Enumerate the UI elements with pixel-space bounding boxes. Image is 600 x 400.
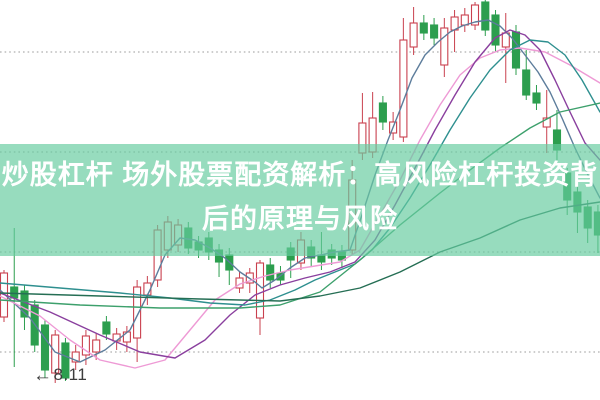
candle-body (532, 92, 541, 104)
left-arrow-icon: ← (33, 364, 53, 386)
candle-body (266, 264, 275, 281)
candle-body (61, 342, 70, 379)
candle-body (317, 254, 326, 263)
candle-body (92, 339, 101, 353)
candle-body (122, 331, 131, 343)
candle-body (81, 335, 90, 356)
candle-body (133, 286, 142, 339)
candle-body (419, 22, 428, 34)
candle-body (40, 324, 50, 371)
headline-line-1: 炒股杠杆 场外股票配资解析：高风险杠杆投资背 (1, 160, 599, 190)
candle-body (470, 4, 480, 26)
low-price-label: 8.11 (53, 365, 88, 384)
candle-body (409, 22, 418, 48)
candle-body (491, 14, 500, 46)
candle-body (440, 27, 449, 66)
candle-body (378, 102, 387, 123)
candle-body (10, 286, 19, 299)
candle-body (276, 272, 285, 281)
candle-body (102, 321, 111, 335)
candle-body (460, 14, 469, 26)
candle-body (542, 117, 551, 128)
candle-body (399, 39, 408, 138)
candle-body (511, 31, 521, 69)
candle-body (255, 262, 265, 319)
low-price-annotation: ← 8.11 (33, 365, 87, 385)
headline-line-2: 后的原理与风险 (202, 204, 398, 234)
ma-line-ma10 (0, 47, 600, 369)
headline-banner: 炒股杠杆 场外股票配资解析：高风险杠杆投资背 后的原理与风险 (0, 144, 600, 256)
candle-body (71, 351, 80, 363)
candle-body (522, 69, 531, 96)
candle-body (481, 1, 490, 31)
candle-body (430, 24, 439, 39)
